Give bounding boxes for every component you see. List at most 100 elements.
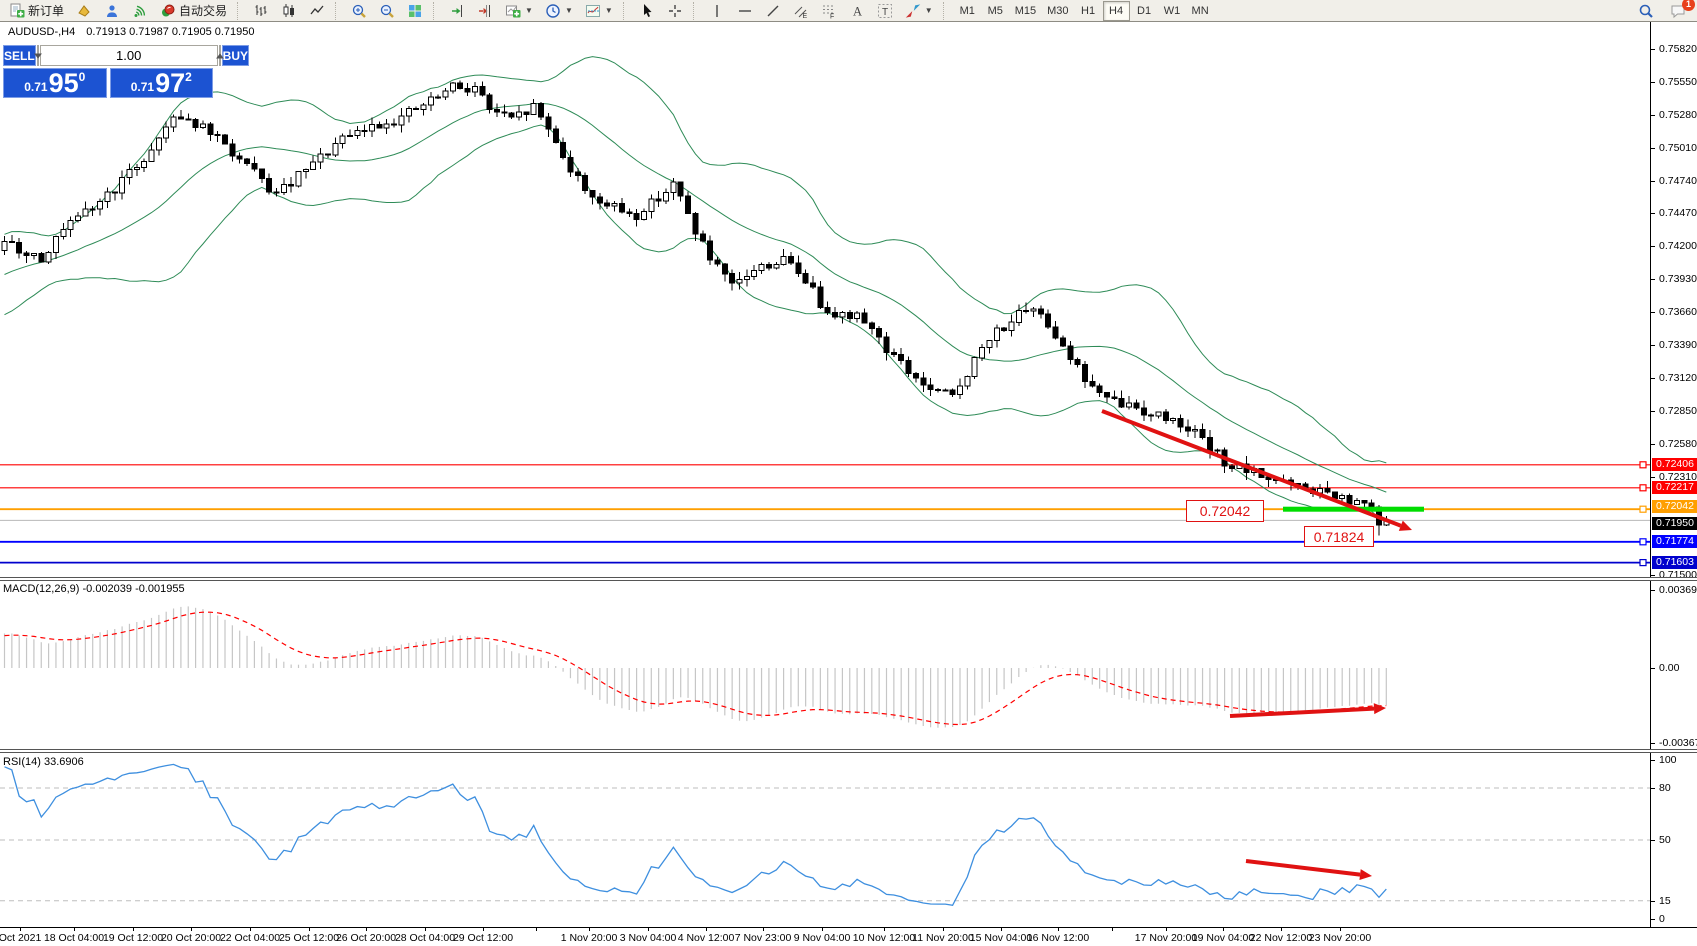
horizontal-line-button[interactable] — [732, 1, 758, 21]
new-chart-button[interactable]: ▼ — [500, 1, 538, 21]
new-order-label: 新订单 — [28, 4, 65, 18]
price-tick-label: 0.72310 — [1659, 470, 1697, 483]
timeframe-d1[interactable]: D1 — [1131, 1, 1158, 21]
search-icon — [1638, 3, 1654, 19]
timeframe-h4[interactable]: H4 — [1102, 0, 1130, 21]
timeframe-mn[interactable]: MN — [1187, 1, 1214, 21]
time-axis-label: 9 Nov 04:00 — [793, 932, 851, 944]
volume-decrease-button[interactable] — [33, 45, 42, 66]
buy-price-pips: 97 — [155, 68, 186, 98]
indicators-icon — [585, 3, 601, 19]
bar-chart-icon — [253, 3, 269, 19]
price-tick-label: 0.73390 — [1659, 338, 1697, 351]
timeframe-m30[interactable]: M30 — [1042, 1, 1073, 21]
autotrade-button[interactable]: 自动交易 — [155, 1, 232, 21]
buy-price-display[interactable]: 0.71 97 2 — [109, 68, 213, 98]
price-tick-label: 0.75550 — [1659, 75, 1697, 88]
notifications-button[interactable]: 1 — [1665, 0, 1695, 21]
buy-price-base: 0.71 — [130, 80, 155, 94]
zoom-out-button[interactable] — [374, 1, 400, 21]
time-axis-label: 25 Oct 12:00 — [278, 932, 340, 944]
timeframe-w1[interactable]: W1 — [1159, 1, 1186, 21]
macd-label: MACD(12,26,9) -0.002039 -0.001955 — [3, 583, 185, 595]
macd-axis-min: -0.003672 — [1659, 737, 1697, 749]
rsi-pane[interactable] — [0, 753, 1650, 927]
toolbar-separator — [692, 1, 699, 20]
signals-button[interactable] — [127, 1, 153, 21]
dropdown-caret-icon: ▼ — [564, 6, 573, 15]
time-axis-label: 16 Nov 12:00 — [1026, 932, 1090, 944]
time-axis-label: 10 Nov 12:00 — [852, 932, 916, 944]
auto-scroll-icon — [449, 3, 465, 19]
chart-shift-button[interactable] — [472, 1, 498, 21]
timeframe-h1[interactable]: H1 — [1075, 1, 1102, 21]
buy-button[interactable]: BUY — [221, 45, 250, 66]
timeframe-m1[interactable]: M1 — [954, 1, 981, 21]
rsi-label: RSI(14) 33.6906 — [3, 756, 84, 768]
arrows-button[interactable]: ▼ — [900, 1, 938, 21]
time-axis-label: 18 Oct 04:00 — [43, 932, 105, 944]
macd-name: MACD(12,26,9) — [3, 583, 80, 595]
crosshair-icon — [667, 3, 683, 19]
trendline-button[interactable] — [760, 1, 786, 21]
pane-separator[interactable] — [0, 577, 1697, 581]
bar-chart-button[interactable] — [248, 1, 274, 21]
crosshair-button[interactable] — [662, 1, 688, 21]
auto-scroll-button[interactable] — [444, 1, 470, 21]
terminal-button[interactable] — [99, 1, 125, 21]
main-chart-canvas[interactable] — [0, 22, 1650, 578]
toolbar: 新订单 自动交易 ▼ ▼ ▼ E F A T ▼ M — [0, 0, 1697, 22]
time-axis[interactable]: Oct 2021 18 Oct 04:00 19 Oct 12:00 20 Oct 2… — [0, 927, 1697, 946]
indicators-button[interactable]: ▼ — [580, 1, 618, 21]
macd-pane[interactable] — [0, 581, 1650, 749]
search-button[interactable] — [1633, 1, 1659, 21]
channel-button[interactable]: E — [788, 1, 814, 21]
rsi-value: 33.6906 — [43, 756, 84, 768]
sell-price-display[interactable]: 0.71 95 0 — [3, 68, 107, 98]
volume-increase-button[interactable] — [215, 45, 224, 66]
zoom-in-button[interactable] — [346, 1, 372, 21]
volume-input[interactable] — [39, 45, 218, 66]
price-tick-label: 0.72850 — [1659, 404, 1697, 417]
chart-symbol-title: AUDUSD-,H4 0.71913 0.71987 0.71905 0.719… — [8, 26, 255, 38]
timeframe-m5[interactable]: M5 — [982, 1, 1009, 21]
timeframe-group: M1 M5 M15 M30 H1 H4 D1 W1 MN — [954, 0, 1214, 21]
line-chart-icon — [309, 3, 325, 19]
sell-price-point: 0 — [78, 70, 86, 84]
sell-button[interactable]: SELL — [3, 45, 36, 66]
chart-shift-icon — [477, 3, 493, 19]
pane-separator[interactable] — [0, 749, 1697, 753]
time-axis-label: Oct 2021 — [0, 932, 42, 944]
candlestick-chart-button[interactable] — [276, 1, 302, 21]
toolbar-separator — [433, 1, 439, 20]
price-tick-label: 0.74740 — [1659, 174, 1697, 187]
new-order-button[interactable]: 新订单 — [4, 1, 69, 21]
price-tag-label: 0.72042 — [1652, 499, 1697, 513]
text-button[interactable]: A — [844, 1, 870, 21]
text-label-button[interactable]: T — [872, 1, 898, 21]
dropdown-caret-icon: ▼ — [525, 6, 533, 15]
price-axis[interactable]: 0.75820 0.75550 0.75280 0.75010 0.74740 0.744… — [1650, 22, 1697, 927]
rsi-axis-label: 100 — [1659, 754, 1677, 766]
triangle-up-icon — [215, 53, 224, 58]
vertical-line-button[interactable] — [704, 1, 730, 21]
tile-windows-button[interactable] — [402, 1, 428, 21]
timeframe-m15[interactable]: M15 — [1010, 1, 1041, 21]
rsi-axis-label: 80 — [1659, 782, 1671, 794]
price-annotation-box: 0.71824 — [1304, 526, 1374, 547]
price-tag-label: 0.71774 — [1652, 535, 1697, 549]
line-chart-button[interactable] — [304, 1, 330, 21]
price-tick-label: 0.75010 — [1659, 141, 1697, 154]
trade-panel-top-row: SELL BUY — [3, 45, 250, 66]
price-tick-label: 0.74470 — [1659, 207, 1697, 220]
periods-button[interactable]: ▼ — [540, 1, 578, 21]
time-axis-label: 19 Nov 04:00 — [1191, 932, 1255, 944]
vertical-line-icon — [709, 3, 725, 19]
cursor-button[interactable] — [634, 1, 660, 21]
market-watch-button[interactable] — [71, 1, 97, 21]
time-axis-label: 15 Nov 04:00 — [969, 932, 1033, 944]
time-axis-label: 3 Nov 04:00 — [619, 932, 677, 944]
fibonacci-button[interactable]: F — [816, 1, 842, 21]
